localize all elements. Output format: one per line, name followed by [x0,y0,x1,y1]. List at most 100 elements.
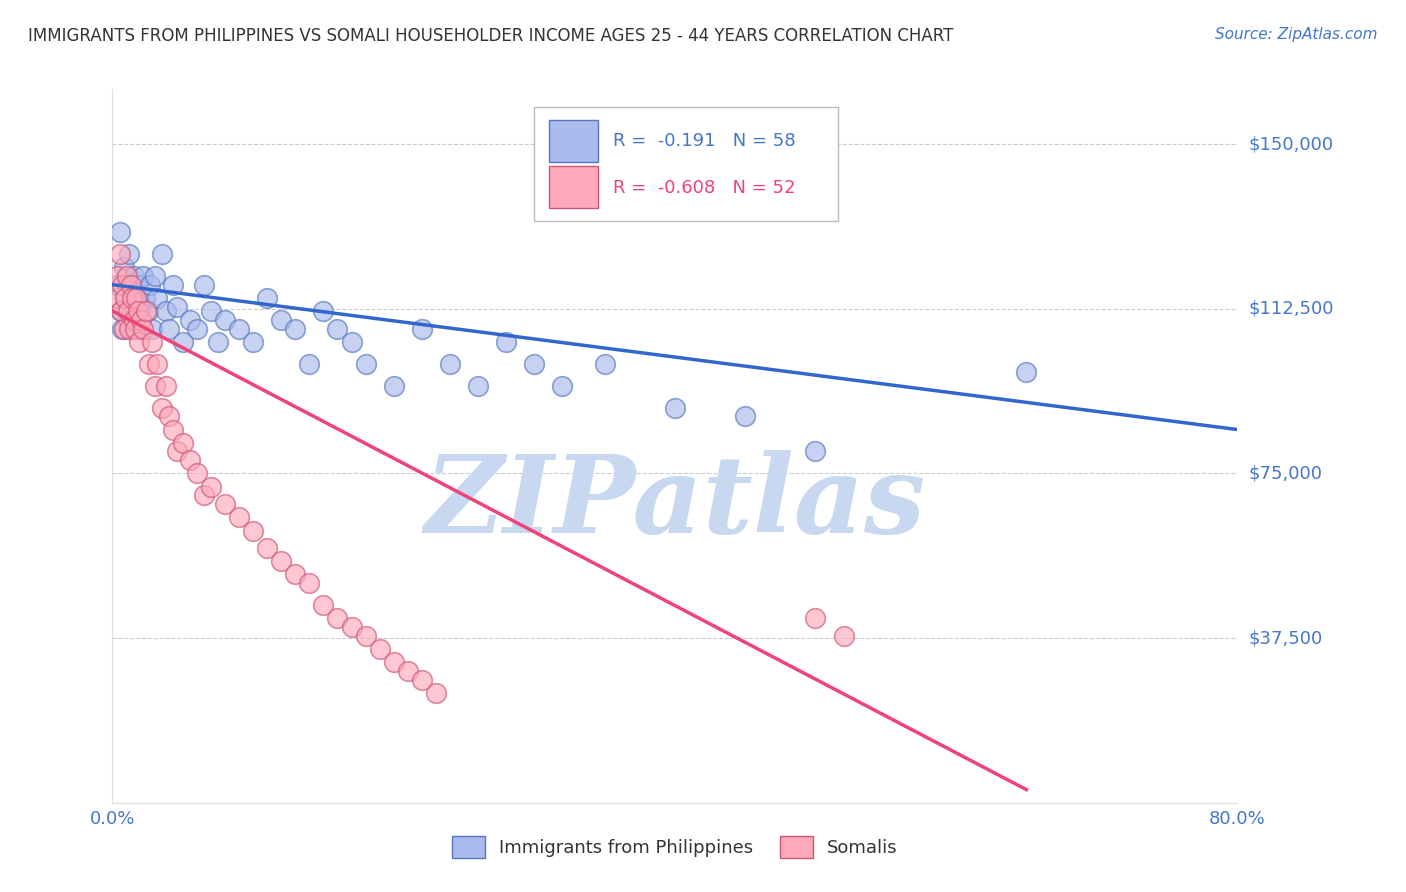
Point [121,291,143,305]
Text: Source: ZipAtlas.com: Source: ZipAtlas.com [1215,27,1378,42]
Text: IMMIGRANTS FROM PHILIPPINES VS SOMALI HOUSEHOLDER INCOME AGES 25 - 44 YEARS CORR: IMMIGRANTS FROM PHILIPPINES VS SOMALI HO… [28,27,953,45]
Point [284,321,307,335]
Point [138,357,160,371]
Text: $37,500: $37,500 [1249,629,1323,647]
Point [162,423,184,437]
Point [256,291,278,305]
Point [146,291,169,305]
Point [121,300,143,314]
Point [129,312,152,326]
Text: $75,000: $75,000 [1249,465,1323,483]
Point [117,304,139,318]
Point [312,598,335,612]
Point [340,334,363,349]
Point [664,401,686,415]
Point [157,321,180,335]
Point [132,268,155,283]
Point [214,312,236,326]
Point [186,321,208,335]
FancyBboxPatch shape [534,107,838,221]
Point [411,673,433,687]
Point [193,488,215,502]
Point [832,629,855,643]
Point [284,567,307,582]
Point [166,444,188,458]
Text: R =  -0.191   N = 58: R = -0.191 N = 58 [613,132,796,150]
Point [141,321,163,335]
Point [122,312,145,326]
Point [139,277,162,292]
Point [382,655,405,669]
Point [150,247,173,261]
Point [467,378,489,392]
Point [523,357,546,371]
Point [242,334,264,349]
Point [256,541,278,555]
Point [129,300,152,314]
Point [128,321,150,335]
Point [193,277,215,292]
Point [157,409,180,424]
Point [214,497,236,511]
Point [112,321,135,335]
Point [368,642,391,657]
Point [298,576,321,591]
Text: $112,500: $112,500 [1249,300,1334,318]
Point [200,304,222,318]
Point [298,357,321,371]
Point [495,334,517,349]
Point [120,321,142,335]
Point [1015,366,1038,380]
Point [150,401,173,415]
Point [146,357,169,371]
Point [354,629,377,643]
Point [200,480,222,494]
Text: $150,000: $150,000 [1249,135,1333,153]
Point [593,357,616,371]
Point [114,291,136,305]
Point [117,312,139,326]
Point [326,321,349,335]
Point [111,321,134,335]
Point [172,334,194,349]
Point [396,664,419,678]
Point [411,321,433,335]
Point [135,304,157,318]
Point [110,304,132,318]
Point [143,378,166,392]
Point [162,277,184,292]
Point [312,304,335,318]
Point [115,268,138,283]
Point [108,225,131,239]
Point [804,444,827,458]
Point [128,334,150,349]
Point [425,686,447,700]
Point [127,304,149,318]
Point [228,510,250,524]
Point [132,321,155,335]
Point [114,291,136,305]
Point [125,304,148,318]
Point [124,321,146,335]
Point [124,291,146,305]
Point [105,268,128,283]
Point [354,357,377,371]
Point [804,611,827,625]
Point [110,304,132,318]
Point [122,268,145,283]
Point [141,334,163,349]
Point [242,524,264,538]
Point [179,453,201,467]
Point [111,277,134,292]
Point [107,291,129,305]
Text: R =  -0.608   N = 52: R = -0.608 N = 52 [613,178,796,196]
Point [439,357,461,371]
Point [207,334,229,349]
Point [108,247,131,261]
Legend: Immigrants from Philippines, Somalis: Immigrants from Philippines, Somalis [444,829,905,865]
Point [115,277,138,292]
Point [326,611,349,625]
Point [734,409,756,424]
Point [118,321,141,335]
Point [179,312,201,326]
